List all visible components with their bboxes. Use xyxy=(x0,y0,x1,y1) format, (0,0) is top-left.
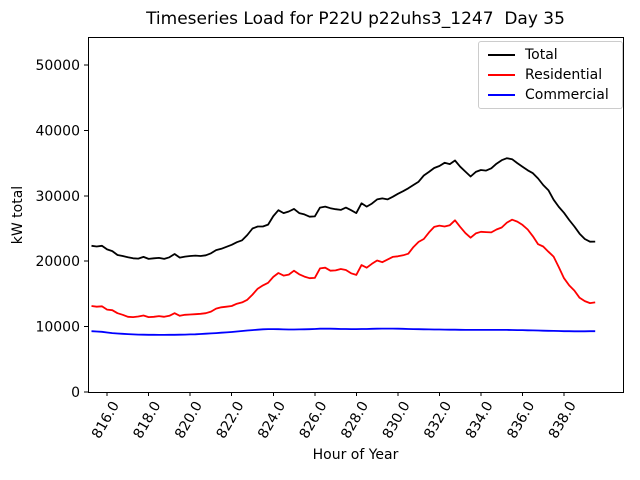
series-line-total xyxy=(91,157,596,260)
x-tick-label: 818.0 xyxy=(131,399,165,442)
series-line-commercial xyxy=(91,327,596,336)
x-tick-label: 820.0 xyxy=(172,399,206,442)
legend-label-total: Total xyxy=(525,47,558,63)
x-tick-label: 828.0 xyxy=(338,399,372,442)
y-tick-label: 20000 xyxy=(35,254,80,270)
legend-label-commercial: Commercial xyxy=(525,87,609,103)
legend: Total Residential Commercial xyxy=(478,41,623,109)
total-line-swatch xyxy=(488,54,515,56)
x-tick-label: 816.0 xyxy=(89,399,123,442)
x-tick-label: 822.0 xyxy=(214,399,248,442)
y-tick-label: 30000 xyxy=(35,189,80,205)
chart-title: Timeseries Load for P22U p22uhs3_1247 Da… xyxy=(146,9,565,29)
legend-item-residential: Residential xyxy=(488,68,613,82)
legend-label-residential: Residential xyxy=(525,67,603,83)
x-tick-label: 836.0 xyxy=(504,399,538,442)
y-tick-label: 40000 xyxy=(35,123,80,139)
y-tick-label: 10000 xyxy=(35,320,80,336)
x-tick-label: 834.0 xyxy=(463,399,497,442)
x-tick-label: 824.0 xyxy=(255,399,289,442)
x-axis-label: Hour of Year xyxy=(312,447,399,463)
y-axis-label: kW total xyxy=(10,185,26,245)
x-tick-label: 826.0 xyxy=(297,399,331,442)
x-tick-label: 830.0 xyxy=(380,399,414,442)
y-tick-label: 0 xyxy=(71,385,80,401)
x-tick-label: 832.0 xyxy=(421,399,455,442)
legend-item-commercial: Commercial xyxy=(488,88,613,102)
residential-line-swatch xyxy=(488,74,515,76)
y-tick-label: 50000 xyxy=(35,58,80,74)
commercial-line-swatch xyxy=(488,94,515,96)
legend-item-total: Total xyxy=(488,48,613,62)
x-tick-label: 838.0 xyxy=(546,399,580,442)
series-line-residential xyxy=(91,218,596,319)
